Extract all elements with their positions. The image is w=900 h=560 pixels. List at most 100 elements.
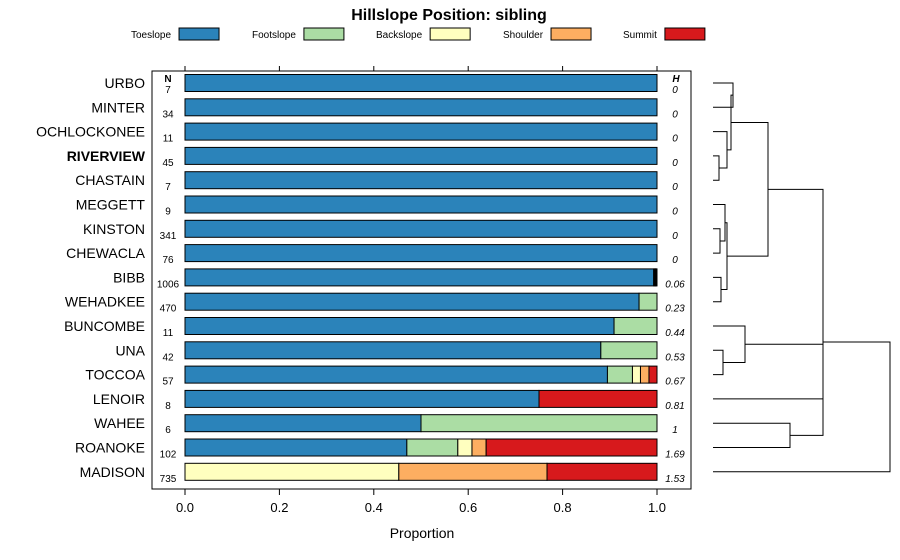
row-label: RIVERVIEW [67, 148, 146, 164]
bar-segment-backslope [631, 365, 641, 384]
row-n-value: 34 [162, 109, 174, 120]
row-h-value: 0.81 [665, 401, 684, 412]
row-h-value: 0.67 [665, 377, 685, 388]
row-buncombe: BUNCOMBE 11 0.44 [64, 317, 685, 339]
dendrogram-link [713, 228, 721, 254]
x-tick-label: 0.4 [365, 500, 383, 515]
row-wahee: WAHEE 6 1 [94, 414, 678, 436]
row-h-value: 0 [672, 109, 678, 120]
row-n-value: 11 [163, 134, 174, 145]
row-label: WEHADKEE [65, 294, 145, 310]
bar-segment-footslope [606, 365, 633, 384]
row-n-value: 341 [160, 231, 177, 242]
row-chewacla: CHEWACLA 76 0 [66, 244, 678, 266]
row-label: KINSTON [83, 221, 145, 237]
row-kinston: KINSTON 341 0 [83, 219, 678, 242]
bar-segment-toeslope [184, 414, 422, 433]
bar-segment-toeslope [184, 146, 658, 165]
row-una: UNA 42 0.53 [115, 341, 685, 363]
row-h-value: 1.69 [665, 450, 685, 461]
row-h-value: 0 [672, 158, 678, 169]
row-label: UNA [115, 342, 145, 358]
row-n-value: 470 [160, 304, 177, 315]
row-roanoke: ROANOKE 102 1.69 [75, 438, 685, 461]
bar-segment-summit [546, 462, 658, 481]
x-axis: 0.0 0.2 0.4 0.6 0.8 1.0 [176, 489, 666, 515]
x-tick-label: 0.6 [459, 500, 477, 515]
bar-segment-footslope [406, 438, 459, 457]
h-column-header: H [672, 74, 680, 85]
dendrogram-link [713, 325, 746, 363]
row-n-value: 45 [162, 158, 174, 169]
bar-segment-backslope [184, 462, 400, 481]
legend: Toeslope Footslope Backslope Shoulder Summit [131, 27, 706, 41]
row-n-value: 11 [163, 328, 174, 339]
legend-swatch-footslope [303, 27, 345, 41]
row-n-value: 735 [160, 474, 177, 485]
row-label: URBO [105, 75, 146, 91]
bar-rows: URBO 7 0 MINTER 34 0 OCHLOCKONEE 11 0 RIVERVIEW 45… [36, 74, 685, 485]
row-label: LENOIR [93, 391, 145, 407]
bar-segment-toeslope [184, 438, 408, 457]
dendrogram-link [713, 422, 791, 448]
n-column-header: N [164, 74, 171, 85]
legend-swatch-toeslope [178, 27, 220, 41]
bar-segment-footslope [600, 341, 658, 360]
legend-label-shoulder: Shoulder [503, 30, 544, 41]
row-label: BUNCOMBE [64, 318, 145, 334]
row-n-value: 102 [160, 450, 177, 461]
row-n-value: 1006 [157, 279, 180, 290]
row-h-value: 0 [672, 134, 678, 145]
row-label: MEGGETT [76, 197, 146, 213]
x-tick-label: 0.2 [270, 500, 288, 515]
row-h-value: 1 [672, 425, 678, 436]
bar-segment-toeslope [184, 292, 640, 311]
bar-segment-toeslope [184, 74, 658, 92]
bar-segment-shoulder [398, 462, 548, 481]
dendrogram [713, 82, 891, 473]
row-h-value: 1.53 [665, 474, 685, 485]
bar-segment-summit [538, 389, 658, 408]
plot-frame [151, 70, 692, 490]
dendrogram-link [713, 131, 728, 169]
bar-segment-toeslope [184, 341, 602, 360]
row-h-value: 0 [672, 85, 678, 96]
dendrogram-link [713, 276, 722, 303]
bar-segment-toeslope [184, 268, 655, 287]
chart-title: Hillslope Position: sibling [351, 7, 547, 24]
row-label: WAHEE [94, 415, 145, 431]
legend-label-summit: Summit [623, 30, 657, 41]
row-ochlockonee: OCHLOCKONEE 11 0 [36, 122, 678, 145]
row-minter: MINTER 34 0 [91, 98, 678, 120]
row-riverview: RIVERVIEW 45 0 [67, 146, 678, 169]
bar-segment-shoulder [471, 438, 487, 457]
row-label: BIBB [113, 269, 145, 285]
bar-segment-toeslope [184, 171, 658, 190]
dendrogram-link [713, 398, 824, 436]
row-chastain: CHASTAIN 7 0 [75, 171, 678, 193]
bar-segment-toeslope [184, 365, 608, 384]
dendrogram-link [713, 82, 734, 108]
bar-segment-toeslope [184, 122, 658, 141]
row-label: OCHLOCKONEE [36, 124, 145, 140]
legend-swatch-shoulder [550, 27, 592, 41]
row-n-value: 76 [162, 255, 174, 266]
legend-label-toeslope: Toeslope [131, 30, 171, 41]
top-tick-marks [184, 66, 658, 71]
row-label: CHEWACLA [66, 245, 145, 261]
row-label: ROANOKE [75, 440, 145, 456]
x-tick-label: 0.8 [554, 500, 572, 515]
row-n-value: 9 [165, 207, 171, 218]
dendrogram-link [721, 222, 728, 291]
bar-segment-footslope [420, 414, 658, 433]
row-n-value: 7 [165, 85, 171, 96]
x-axis-label: Proportion [390, 525, 455, 541]
dendrogram-link [713, 349, 724, 376]
x-tick-label: 1.0 [648, 500, 666, 515]
row-h-value: 0 [672, 182, 678, 193]
bar-segment-toeslope [184, 195, 658, 214]
row-h-value: 0.44 [665, 328, 685, 339]
dendrogram-link [713, 341, 891, 473]
row-label: MADISON [80, 464, 145, 480]
row-n-value: 7 [165, 182, 171, 193]
